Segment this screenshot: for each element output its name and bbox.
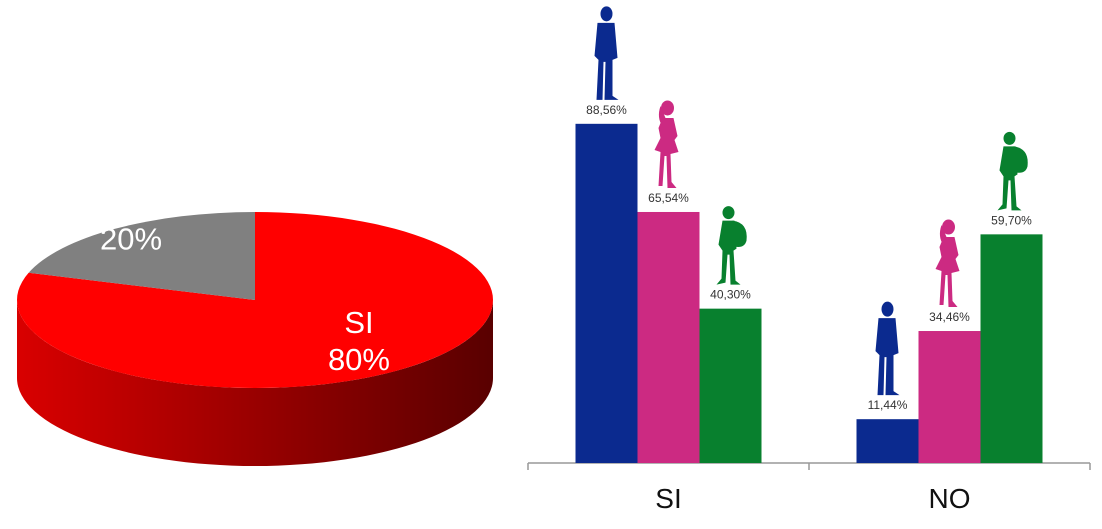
- bar-no-1: [918, 331, 981, 463]
- pie-side-si: [17, 300, 493, 466]
- bar-si-2: [699, 308, 762, 463]
- bar-value-label: 40,30%: [710, 288, 751, 302]
- category-label-si: SI: [655, 483, 681, 514]
- woman-silhouette-icon: [654, 100, 679, 188]
- pie-slice-si: [16, 212, 493, 388]
- pie-label-no: NO: [108, 184, 155, 219]
- pie-value-si: 80%: [328, 342, 390, 377]
- bar-si-0: [575, 123, 638, 464]
- bar-no-2: [980, 234, 1043, 463]
- bar-no-0: [856, 419, 919, 463]
- bar-value-label: 34,46%: [929, 310, 970, 324]
- man-silhouette-icon: [594, 6, 619, 100]
- woman-silhouette-icon: [935, 219, 960, 308]
- bar-value-label: 65,54%: [648, 191, 689, 205]
- man-silhouette-icon: [875, 301, 900, 396]
- bar-value-label: 11,44%: [868, 398, 908, 412]
- pie-label-si: SI: [344, 305, 373, 340]
- child-silhouette-icon: [716, 206, 747, 285]
- bar-value-label: 88,56%: [586, 103, 627, 117]
- pie-value-no: 20%: [100, 221, 162, 256]
- bar-value-label: 59,70%: [991, 213, 1032, 227]
- category-label-no: NO: [929, 483, 971, 514]
- pie-slice-no: [28, 212, 256, 300]
- child-silhouette-icon: [997, 131, 1028, 211]
- bar-si-1: [637, 211, 700, 463]
